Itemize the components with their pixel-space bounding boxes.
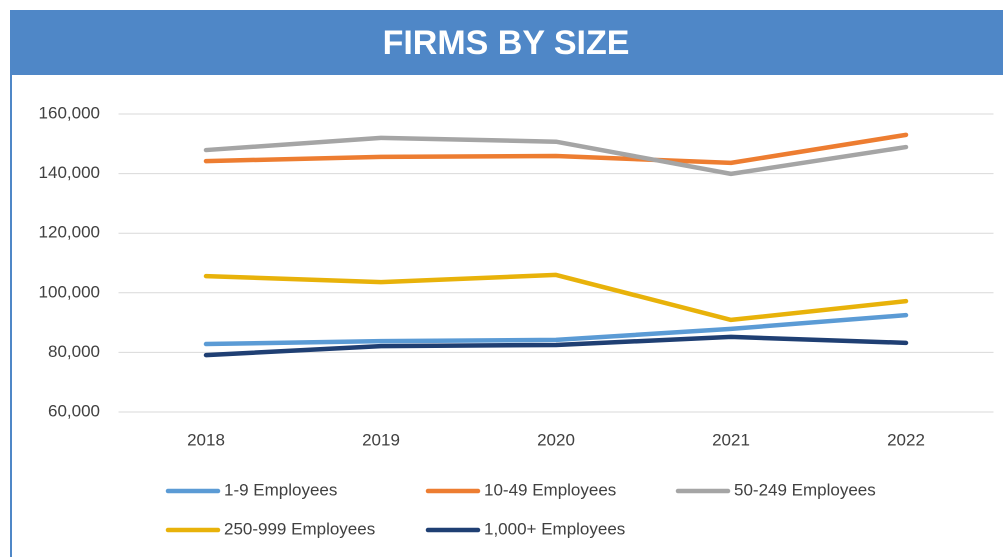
line-series: [203, 334, 909, 358]
y-tick-label: 100,000: [39, 282, 100, 301]
x-tick-label: 2021: [712, 430, 750, 449]
y-tick-label: 80,000: [48, 342, 100, 361]
legend-label: 1,000+ Employees: [484, 519, 625, 538]
line-series: [203, 312, 909, 347]
legend-label: 250-999 Employees: [224, 519, 375, 538]
title-bar: [10, 10, 1003, 75]
x-tick-label: 2022: [887, 430, 925, 449]
y-tick-label: 160,000: [39, 103, 100, 122]
legend-label: 1-9 Employees: [224, 480, 337, 499]
x-tick-label: 2019: [362, 430, 400, 449]
legend-label: 50-249 Employees: [734, 480, 876, 499]
line-series: [203, 132, 909, 166]
y-tick-label: 140,000: [39, 163, 100, 182]
y-tick-label: 120,000: [39, 223, 100, 242]
chart-title: FIRMS BY SIZE: [383, 24, 630, 62]
line-series: [203, 272, 909, 323]
line-series: [203, 135, 909, 177]
y-tick-label: 60,000: [48, 401, 100, 420]
x-tick-label: 2020: [537, 430, 575, 449]
legend-label: 10-49 Employees: [484, 480, 616, 499]
x-tick-label: 2018: [187, 430, 225, 449]
